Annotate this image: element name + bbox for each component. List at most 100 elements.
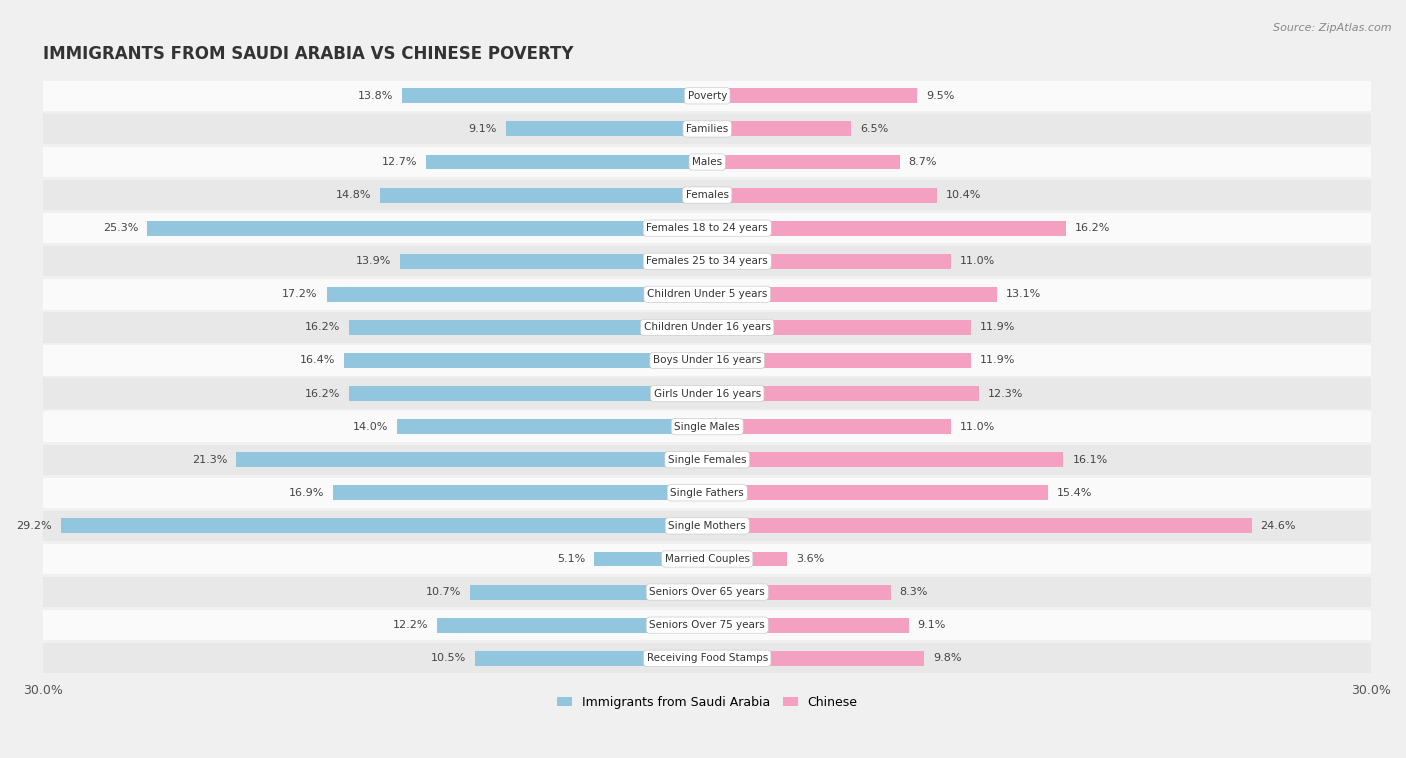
Text: Families: Families: [686, 124, 728, 134]
Bar: [349, 320, 707, 335]
Text: 25.3%: 25.3%: [103, 223, 139, 233]
Bar: [471, 584, 707, 600]
Bar: [44, 610, 1371, 641]
Bar: [333, 485, 707, 500]
Bar: [398, 419, 707, 434]
Text: Boys Under 16 years: Boys Under 16 years: [652, 356, 762, 365]
Bar: [44, 246, 1371, 277]
Text: Seniors Over 65 years: Seniors Over 65 years: [650, 587, 765, 597]
Text: 16.2%: 16.2%: [305, 389, 340, 399]
Bar: [44, 378, 1371, 409]
Bar: [426, 155, 707, 170]
Text: 14.8%: 14.8%: [336, 190, 371, 200]
Bar: [44, 147, 1371, 177]
Bar: [595, 552, 707, 566]
Bar: [44, 412, 1371, 442]
Bar: [707, 419, 950, 434]
Text: Single Mothers: Single Mothers: [668, 521, 747, 531]
Text: 3.6%: 3.6%: [796, 554, 824, 564]
Bar: [44, 80, 1371, 111]
Text: 12.7%: 12.7%: [382, 157, 418, 167]
Text: 12.3%: 12.3%: [988, 389, 1024, 399]
Bar: [60, 518, 707, 534]
Text: 13.9%: 13.9%: [356, 256, 391, 266]
Text: 16.1%: 16.1%: [1073, 455, 1108, 465]
Bar: [44, 114, 1371, 144]
Text: 13.1%: 13.1%: [1005, 290, 1042, 299]
Text: Females 18 to 24 years: Females 18 to 24 years: [647, 223, 768, 233]
Bar: [707, 485, 1047, 500]
Text: Single Fathers: Single Fathers: [671, 488, 744, 498]
Bar: [44, 279, 1371, 309]
Text: Poverty: Poverty: [688, 91, 727, 101]
Bar: [380, 188, 707, 202]
Text: 17.2%: 17.2%: [283, 290, 318, 299]
Text: 16.2%: 16.2%: [305, 322, 340, 333]
Text: 16.2%: 16.2%: [1074, 223, 1109, 233]
Text: 16.4%: 16.4%: [299, 356, 336, 365]
Bar: [44, 213, 1371, 243]
Bar: [326, 287, 707, 302]
Bar: [402, 89, 707, 103]
Text: 11.9%: 11.9%: [980, 322, 1015, 333]
Text: 9.1%: 9.1%: [468, 124, 496, 134]
Bar: [44, 577, 1371, 607]
Text: 15.4%: 15.4%: [1057, 488, 1092, 498]
Text: Single Females: Single Females: [668, 455, 747, 465]
Bar: [707, 552, 787, 566]
Bar: [707, 121, 851, 136]
Bar: [707, 386, 980, 401]
Bar: [707, 453, 1063, 467]
Text: Single Males: Single Males: [675, 421, 740, 431]
Bar: [437, 618, 707, 633]
Bar: [399, 254, 707, 268]
Text: 10.5%: 10.5%: [430, 653, 465, 663]
Text: 29.2%: 29.2%: [17, 521, 52, 531]
Bar: [707, 155, 900, 170]
Text: 24.6%: 24.6%: [1260, 521, 1296, 531]
Text: 6.5%: 6.5%: [860, 124, 889, 134]
Bar: [344, 353, 707, 368]
Text: Married Couples: Married Couples: [665, 554, 749, 564]
Text: 9.1%: 9.1%: [918, 620, 946, 630]
Text: Source: ZipAtlas.com: Source: ZipAtlas.com: [1274, 23, 1392, 33]
Text: 14.0%: 14.0%: [353, 421, 388, 431]
Bar: [707, 254, 950, 268]
Text: 10.7%: 10.7%: [426, 587, 461, 597]
Text: Children Under 16 years: Children Under 16 years: [644, 322, 770, 333]
Bar: [707, 89, 918, 103]
Bar: [44, 478, 1371, 508]
Bar: [44, 643, 1371, 673]
Text: 9.5%: 9.5%: [927, 91, 955, 101]
Text: 8.3%: 8.3%: [900, 587, 928, 597]
Bar: [44, 180, 1371, 210]
Bar: [707, 518, 1251, 534]
Text: 8.7%: 8.7%: [908, 157, 936, 167]
Text: 13.8%: 13.8%: [357, 91, 394, 101]
Bar: [44, 444, 1371, 475]
Text: Females: Females: [686, 190, 728, 200]
Bar: [44, 511, 1371, 541]
Text: Seniors Over 75 years: Seniors Over 75 years: [650, 620, 765, 630]
Bar: [44, 346, 1371, 376]
Bar: [349, 386, 707, 401]
Text: 11.9%: 11.9%: [980, 356, 1015, 365]
Bar: [707, 353, 970, 368]
Text: IMMIGRANTS FROM SAUDI ARABIA VS CHINESE POVERTY: IMMIGRANTS FROM SAUDI ARABIA VS CHINESE …: [44, 45, 574, 64]
Text: Girls Under 16 years: Girls Under 16 years: [654, 389, 761, 399]
Bar: [236, 453, 707, 467]
Text: 11.0%: 11.0%: [959, 256, 994, 266]
Bar: [475, 651, 707, 666]
Text: Females 25 to 34 years: Females 25 to 34 years: [647, 256, 768, 266]
Legend: Immigrants from Saudi Arabia, Chinese: Immigrants from Saudi Arabia, Chinese: [551, 691, 863, 714]
Bar: [707, 320, 970, 335]
Bar: [44, 543, 1371, 575]
Bar: [707, 618, 908, 633]
Text: Receiving Food Stamps: Receiving Food Stamps: [647, 653, 768, 663]
Bar: [148, 221, 707, 236]
Text: 12.2%: 12.2%: [392, 620, 429, 630]
Text: Children Under 5 years: Children Under 5 years: [647, 290, 768, 299]
Bar: [44, 312, 1371, 343]
Bar: [506, 121, 707, 136]
Text: 16.9%: 16.9%: [290, 488, 325, 498]
